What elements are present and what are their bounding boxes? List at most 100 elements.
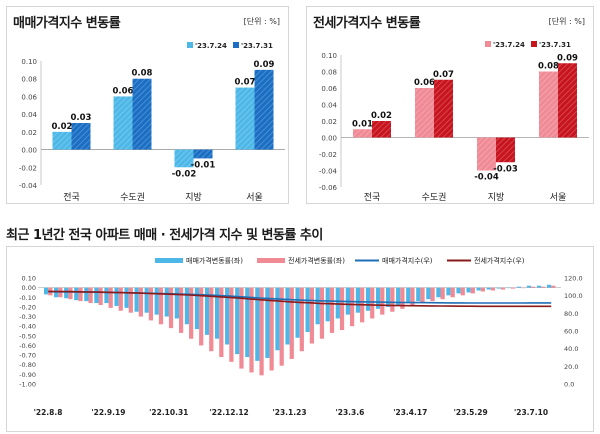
trend-sale-change-bar — [305, 287, 310, 332]
trend-sale-change-bar — [134, 287, 139, 312]
sale-bar — [113, 96, 133, 150]
jeonse-data-label: 0.07 — [433, 70, 454, 80]
trend-jeonse-change-bar — [339, 287, 345, 331]
sale-change-chart-panel: 매매가격지수 변동률 [단위 : %] -0.04 -0.02 0.00 0.02 0.… — [6, 6, 289, 204]
trend-jeonse-change-bar — [480, 287, 485, 292]
trend-left-tick-label: -0.90 — [19, 371, 36, 379]
trend-sale-change-bar — [285, 287, 290, 345]
trend-sale-change-bar — [194, 287, 200, 330]
sale-legend-label: '23.7.31 — [241, 42, 273, 50]
trend-chart-panel: 매매가격변동률(좌) 전세가격변동률(좌) 매매가격지수(우) 전세가격지수(우) -1… — [6, 246, 594, 432]
jeonse-bar — [539, 71, 558, 138]
trend-jeonse-change-bar — [249, 287, 254, 373]
sale-bar — [193, 149, 213, 159]
sale-category-label: 지방 — [185, 192, 202, 203]
trend-jeonse-change-bar — [450, 287, 455, 298]
jeonse-ytick-label: 0.00 — [321, 135, 337, 143]
trend-sale-change-bar — [496, 287, 501, 289]
trend-sale-change-bar — [184, 287, 190, 325]
trend-jeonse-change-bar — [199, 287, 204, 346]
jeonse-category-label: 전국 — [364, 192, 381, 203]
jeonse-ytick-label: 0.06 — [321, 85, 337, 93]
jeonse-category-label: 수도권 — [422, 191, 447, 203]
sale-data-label: 0.09 — [254, 60, 275, 70]
sale-ytick-label: 0.10 — [21, 58, 37, 66]
jeonse-legend-label: '23.7.24 — [493, 41, 525, 49]
trend-left-tick-label: -0.40 — [19, 323, 36, 331]
trend-sale-change-bar — [174, 287, 179, 319]
trend-jeonse-change-bar — [470, 287, 475, 294]
trend-sale-change-bar — [94, 287, 99, 304]
trend-sale-change-bar — [114, 287, 119, 306]
jeonse-data-label: -0.03 — [493, 164, 518, 174]
jeonse-ytick-label: 0.08 — [321, 69, 337, 77]
sale-ytick-label: 0.02 — [21, 129, 37, 137]
jeonse-legend-swatch — [485, 41, 491, 47]
trend-sale-change-bar — [506, 287, 511, 289]
trend-jeonse-change-bar — [541, 286, 546, 288]
jeonse-data-label: 0.01 — [352, 119, 373, 129]
trend-x-tick-label: '23.7.10 — [514, 408, 548, 417]
trend-x-tick-label: '22.12.12 — [209, 408, 248, 417]
trend-x-tick-label: '23.3.6 — [335, 408, 364, 417]
trend-jeonse-change-bar — [430, 287, 435, 302]
jeonse-bar — [415, 88, 434, 138]
trend-jeonse-change-bar — [400, 287, 405, 309]
trend-sale-change-bar — [375, 287, 381, 309]
trend-jeonse-change-bar — [78, 287, 83, 302]
jeonse-ytick-label: 0.04 — [321, 102, 337, 110]
sale-bar — [254, 69, 274, 150]
trend-jeonse-change-bar — [309, 287, 314, 344]
trend-jeonse-change-bar — [531, 286, 536, 288]
sale-ytick-label: -0.02 — [19, 164, 37, 172]
trend-sale-change-bar — [245, 287, 250, 358]
trend-jeonse-change-bar — [88, 287, 93, 304]
trend-sale-change-bar — [144, 287, 149, 313]
trend-jeonse-change-bar — [269, 287, 274, 371]
trend-left-tick-label: -0.30 — [19, 313, 36, 321]
jeonse-bar — [353, 129, 372, 138]
sale-category-label: 수도권 — [120, 191, 145, 203]
trend-legend-swatch — [155, 258, 183, 263]
trend-legend-swatch — [257, 258, 285, 263]
trend-jeonse-change-bar — [299, 287, 304, 352]
trend-right-tick-label: 60.0 — [564, 328, 578, 336]
trend-sale-change-bar — [536, 285, 542, 288]
trend-jeonse-change-bar — [460, 287, 465, 296]
sale-data-label: -0.01 — [191, 160, 216, 170]
jeonse-legend-label: '23.7.31 — [539, 41, 571, 49]
trend-x-tick-label: '23.4.17 — [393, 408, 427, 417]
trend-left-tick-label: 0.00 — [22, 284, 36, 292]
trend-sale-change-bar — [416, 287, 421, 302]
trend-jeonse-change-bar — [329, 287, 335, 333]
jeonse-ytick-label: -0.02 — [319, 151, 337, 159]
jeonse-legend-swatch — [531, 41, 537, 47]
trend-jeonse-change-bar — [229, 287, 234, 362]
trend-sale-change-bar — [124, 287, 129, 308]
jeonse-chart-unit: [단위 : %] — [548, 17, 585, 26]
trend-jeonse-change-bar — [239, 287, 244, 369]
jeonse-data-label: 0.09 — [557, 53, 578, 63]
jeonse-category-label: 지방 — [488, 192, 505, 203]
trend-sale-change-bar — [436, 287, 441, 298]
trend-x-tick-label: '22.10.31 — [149, 408, 188, 417]
trend-jeonse-change-bar — [158, 287, 164, 325]
trend-jeonse-change-bar — [148, 287, 154, 321]
trend-sale-change-bar — [386, 287, 391, 307]
jeonse-bar — [477, 137, 496, 171]
jeonse-ytick-label: -0.06 — [319, 184, 338, 192]
trend-sale-change-bar — [466, 287, 471, 293]
trend-section-title: 최근 1년간 전국 아파트 매매 · 전세가격 지수 및 변동률 추이 — [6, 228, 323, 243]
trend-right-tick-label: 0.0 — [564, 381, 574, 389]
trend-right-tick-label: 40.0 — [564, 345, 578, 353]
trend-jeonse-change-bar — [98, 287, 103, 305]
trend-legend-label: 전세가격변동률(좌) — [288, 256, 345, 265]
trend-jeonse-change-bar — [68, 287, 73, 300]
trend-sale-change-bar — [456, 287, 461, 294]
trend-jeonse-change-bar — [410, 287, 415, 306]
sale-bar — [174, 149, 194, 168]
jeonse-ytick-label: 0.02 — [321, 118, 337, 126]
jeonse-chart-title: 전세가격지수 변동률 — [313, 16, 421, 31]
sale-data-label: 0.07 — [235, 78, 256, 88]
jeonse-ytick-label: 0.10 — [321, 52, 337, 60]
